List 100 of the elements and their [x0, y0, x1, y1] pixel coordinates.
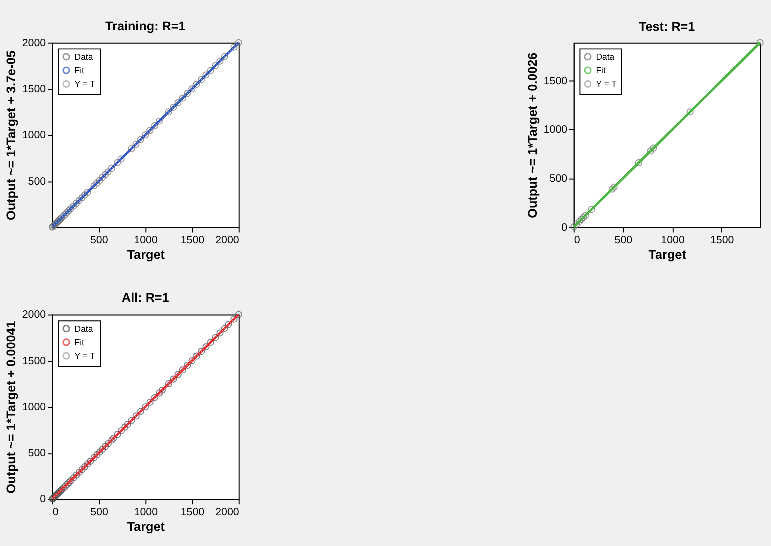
y-tick-label: 1000: [544, 124, 568, 136]
y-axis-title: Output ~= 1*Target + 0.0026: [526, 52, 540, 218]
point: [110, 434, 118, 442]
point: [608, 186, 616, 193]
x-tick-label: 500: [614, 234, 633, 246]
point: [151, 394, 159, 402]
legend-label: Y = T: [596, 79, 618, 90]
chart-title: All: R=1: [122, 291, 170, 306]
y-tick-label: 0: [562, 222, 568, 234]
point: [212, 334, 220, 342]
point: [650, 144, 658, 152]
point: [170, 376, 178, 383]
point: [82, 463, 89, 471]
point: [137, 408, 145, 416]
point: [225, 321, 232, 328]
point: [64, 480, 71, 488]
point: [60, 484, 68, 492]
point: [87, 458, 94, 465]
y-tick-label: 2000: [22, 37, 46, 50]
y-axis-title: Output ~= 1*Target + 3.7e-05: [4, 50, 19, 220]
point: [582, 212, 590, 220]
x-axis-title: Target: [127, 248, 166, 262]
legend-label: Fit: [74, 65, 86, 76]
point: [90, 454, 98, 462]
point: [235, 311, 242, 318]
y-tick-label: 2000: [22, 309, 46, 322]
x-tick-label: 2000: [216, 234, 240, 246]
point: [578, 216, 586, 224]
x-tick-label: 1500: [180, 234, 205, 246]
point: [184, 362, 192, 370]
point: [756, 39, 764, 46]
point: [174, 371, 182, 378]
point: [179, 366, 186, 374]
point: [66, 479, 73, 486]
x-axis-title: Target: [648, 248, 688, 262]
y-tick-label: 1500: [22, 83, 46, 96]
x-tick-label: 500: [90, 506, 108, 518]
point: [124, 420, 132, 428]
y-tick-label: 1000: [22, 130, 46, 142]
point: [78, 466, 86, 474]
point: [202, 344, 210, 351]
point: [216, 330, 224, 337]
x-tick-label: 1500: [180, 506, 205, 518]
x-tick-label: 1000: [661, 234, 685, 246]
x-tick-label: 0: [574, 234, 580, 246]
chart-title: Test: R=1: [639, 20, 696, 34]
y-tick-label: 0: [40, 494, 46, 506]
point: [104, 440, 112, 448]
legend-label: Data: [74, 324, 94, 334]
point: [96, 448, 104, 456]
point: [70, 474, 78, 482]
point: [573, 220, 580, 228]
point: [94, 451, 101, 459]
y-tick-label: 1000: [22, 401, 46, 414]
point: [68, 477, 75, 484]
y-tick-label: 1500: [22, 355, 46, 368]
point: [99, 446, 106, 453]
x-tick-label: 500: [90, 234, 108, 246]
point: [576, 218, 584, 226]
point: [76, 468, 84, 476]
point: [114, 431, 122, 438]
legend-label: Y = T: [74, 79, 96, 90]
point: [132, 412, 140, 420]
x-tick-label: 0: [52, 506, 59, 518]
point: [128, 417, 136, 424]
point: [118, 427, 125, 435]
x-tick-label: 1500: [710, 234, 734, 246]
point: [84, 460, 92, 468]
point: [610, 184, 618, 191]
x-tick-label: 1000: [134, 234, 158, 246]
legend-label: Fit: [74, 337, 86, 348]
legend-label: Data: [74, 52, 94, 62]
y-tick-label: 1500: [544, 75, 568, 88]
point: [207, 338, 214, 346]
chart-title: Training: R=1: [106, 19, 186, 34]
point: [230, 316, 238, 323]
point: [686, 108, 694, 116]
x-tick-label: 2000: [216, 506, 240, 518]
point: [156, 390, 164, 397]
point: [165, 380, 173, 388]
y-tick-label: 500: [28, 176, 46, 188]
point: [588, 206, 596, 214]
point: [193, 352, 200, 360]
y-tick-label: 500: [550, 172, 568, 185]
point: [142, 403, 150, 411]
point: [647, 148, 654, 155]
point: [146, 398, 154, 406]
legend-label: Y = T: [74, 350, 96, 361]
point: [198, 348, 206, 356]
y-tick-label: 500: [28, 448, 46, 460]
legend-label: Fit: [596, 65, 606, 76]
point: [635, 159, 643, 166]
legend-label: Data: [596, 52, 615, 62]
point: [73, 472, 80, 479]
y-axis-title: Output ~= 1*Target + 0.00041: [4, 321, 19, 494]
point: [108, 436, 116, 444]
point: [158, 386, 166, 394]
point: [188, 357, 196, 364]
x-tick-label: 1000: [134, 506, 158, 518]
x-axis-title: Target: [127, 520, 166, 534]
